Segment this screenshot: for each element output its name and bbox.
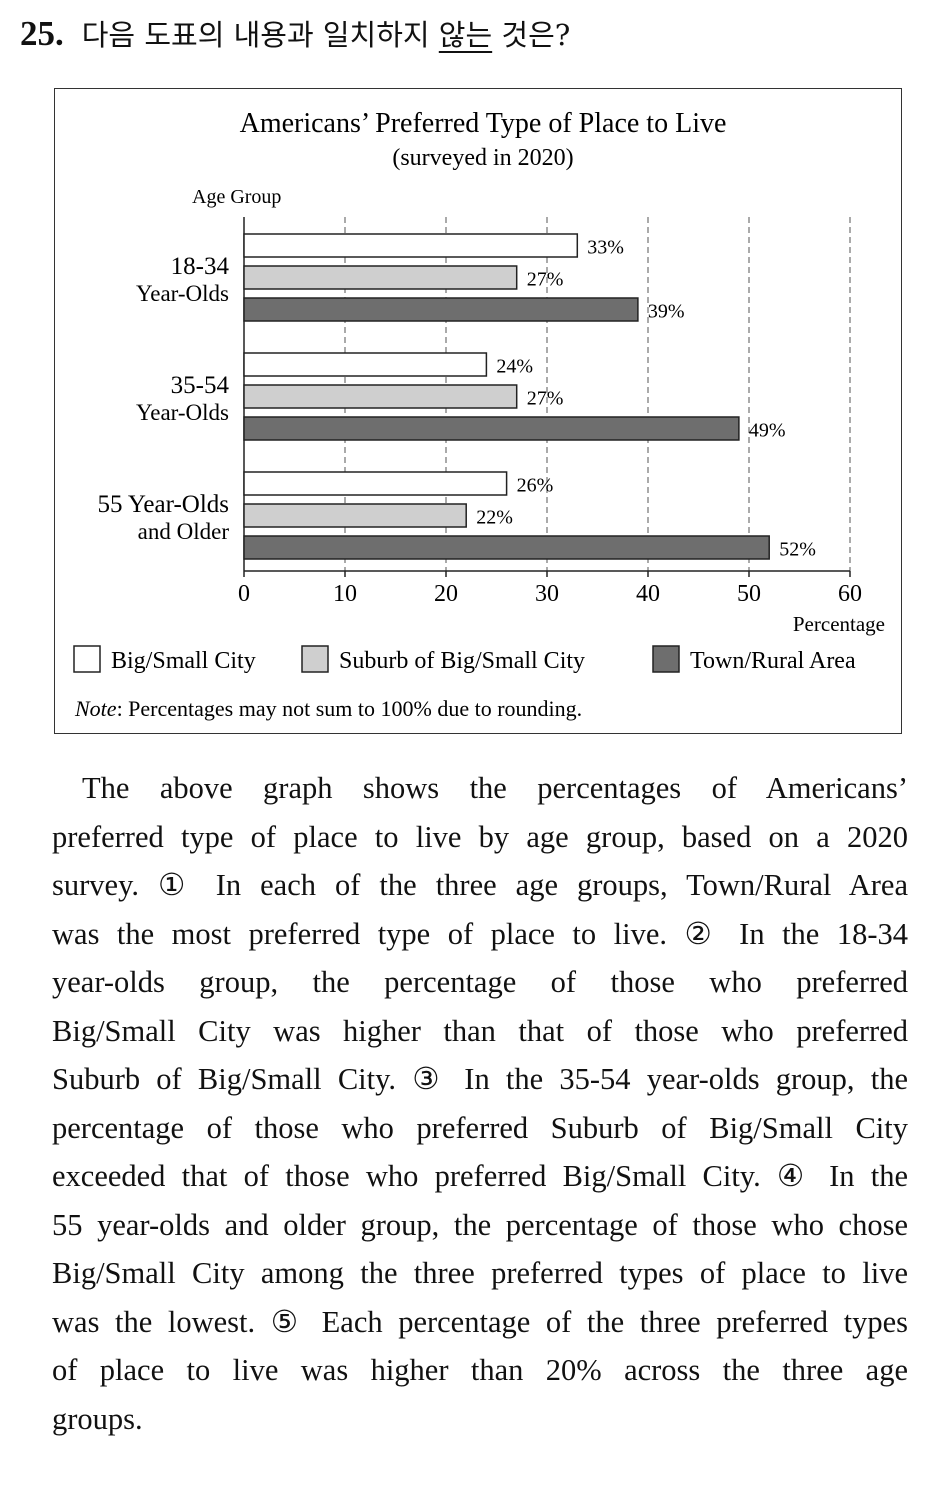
passage-line: Big/Small City among the three preferred… xyxy=(52,1256,908,1290)
question-text-before: 다음 도표의 내용과 일치하지 xyxy=(81,18,439,52)
passage-line: exceeded that of those who preferred Big… xyxy=(52,1159,908,1193)
x-tick-label: 0 xyxy=(238,581,250,607)
data-label: 27% xyxy=(527,269,564,291)
chart-container: Americans’ Preferred Type of Place to Li… xyxy=(54,88,902,734)
data-label: 24% xyxy=(496,356,533,378)
bar xyxy=(243,503,467,528)
legend-label: Suburb of Big/Small City xyxy=(339,648,585,674)
data-label: 26% xyxy=(517,475,554,497)
x-tick-label: 50 xyxy=(737,581,761,607)
category-label: 18-34 xyxy=(171,253,230,280)
chart-subtitle: (surveyed in 2020) xyxy=(392,145,573,171)
legend-swatch xyxy=(652,645,680,673)
legend-label: Big/Small City xyxy=(111,648,256,674)
question-number: 25. xyxy=(20,14,64,53)
x-tick-label: 10 xyxy=(333,581,357,607)
bar xyxy=(243,297,639,322)
x-axis-label: Percentage xyxy=(793,612,885,636)
data-label: 33% xyxy=(587,237,624,259)
category-label: 55 Year-Olds xyxy=(98,491,229,518)
legend-swatch xyxy=(73,645,101,673)
passage-line: survey. ① In each of the three age group… xyxy=(52,868,908,902)
passage-line: 55 year-olds and older group, the percen… xyxy=(52,1207,908,1242)
data-label: 22% xyxy=(476,507,513,529)
data-label: 39% xyxy=(648,301,685,323)
y-axis-label: Age Group xyxy=(192,186,281,208)
question-header: 25. 다음 도표의 내용과 일치하지 않는 것은? xyxy=(20,12,570,54)
bar xyxy=(243,265,518,290)
x-tick-label: 30 xyxy=(535,581,559,607)
passage: The above graph shows the percentages of… xyxy=(52,764,908,1443)
passage-line: was the lowest. ⑤ Each percentage of the… xyxy=(52,1304,908,1339)
bar-chart: Americans’ Preferred Type of Place to Li… xyxy=(73,108,885,721)
note-text: : Percentages may not sum to 100% due to… xyxy=(117,696,583,721)
question-text-after: 것은? xyxy=(492,18,571,52)
bar xyxy=(243,471,508,496)
passage-line: was the most preferred type of place to … xyxy=(52,916,908,951)
passage-line: preferred type of place to live by age g… xyxy=(52,819,908,854)
bar xyxy=(243,352,488,377)
x-tick-label: 40 xyxy=(636,581,660,607)
bar xyxy=(243,384,518,409)
data-label: 52% xyxy=(779,539,816,561)
bar xyxy=(243,535,770,560)
passage-line: Big/Small City was higher than that of t… xyxy=(52,1013,908,1048)
category-label: Year-Olds xyxy=(136,281,229,306)
data-label: 27% xyxy=(527,388,564,410)
passage-line: The above graph shows the percentages of… xyxy=(82,771,908,805)
passage-line: groups. xyxy=(52,1401,143,1436)
legend-swatch xyxy=(301,645,329,673)
chart-note: Note: Percentages may not sum to 100% du… xyxy=(74,696,582,721)
x-tick-label: 60 xyxy=(838,581,862,607)
data-label: 49% xyxy=(749,420,786,442)
passage-line: year-olds group, the percentage of those… xyxy=(52,965,908,999)
passage-line: percentage of those who preferred Suburb… xyxy=(52,1110,908,1145)
legend-label: Town/Rural Area xyxy=(690,648,856,674)
bar xyxy=(243,233,579,258)
chart-title: Americans’ Preferred Type of Place to Li… xyxy=(240,108,727,139)
passage-line: of place to live was higher than 20% acr… xyxy=(52,1353,908,1387)
category-label: 35-54 xyxy=(171,372,230,399)
question-text-underlined: 않는 xyxy=(438,18,493,52)
category-label: and Older xyxy=(138,519,230,544)
passage-line: Suburb of Big/Small City. ③ In the 35-54… xyxy=(52,1062,908,1096)
bar xyxy=(243,416,740,441)
x-tick-label: 20 xyxy=(434,581,458,607)
category-label: Year-Olds xyxy=(136,400,229,425)
note-label: Note xyxy=(74,696,117,721)
